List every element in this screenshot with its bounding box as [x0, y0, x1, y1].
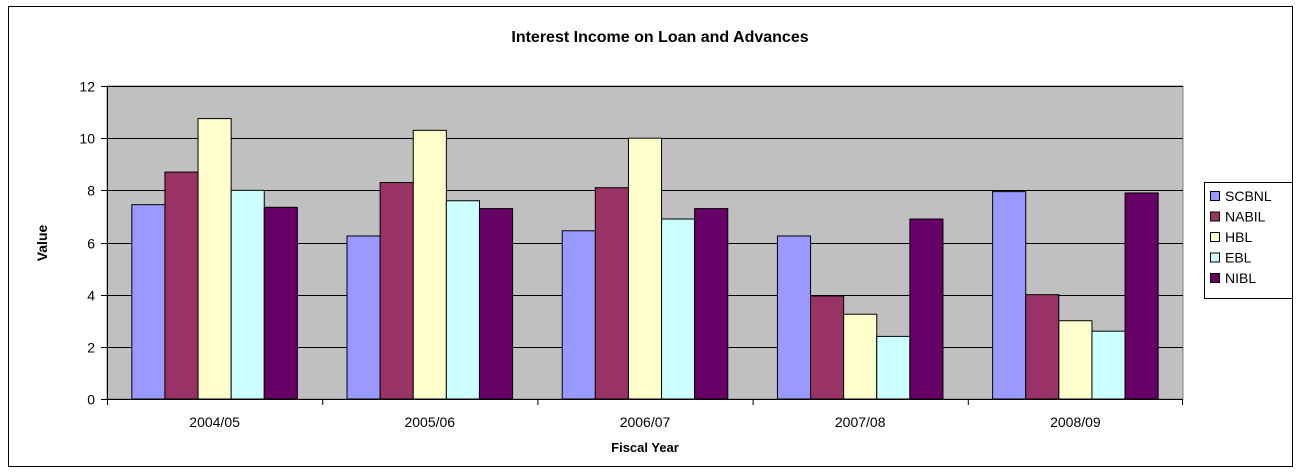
legend-swatch-hbl	[1210, 232, 1220, 242]
y-tick-label: 6	[87, 236, 95, 252]
bar-scbnl-2007-08	[776, 235, 812, 400]
bar-nibl-2004-05	[263, 206, 298, 400]
bar-scbnl-2006-07	[561, 230, 596, 400]
y-tick-label: 4	[87, 288, 95, 304]
bar-nabil-2006-07	[594, 187, 629, 400]
bar-nabil-2007-08	[810, 295, 845, 400]
x-tick-label: 2008/09	[1050, 414, 1101, 430]
legend-swatch-nibl	[1210, 273, 1220, 283]
x-tick-label: 2007/08	[835, 414, 886, 430]
bar-nibl-2005-06	[478, 208, 514, 400]
legend-label-nibl: NIBL	[1225, 270, 1256, 286]
bar-ebl-2008-09	[1091, 330, 1126, 400]
x-tick-label: 2005/06	[404, 414, 455, 430]
legend-label-hbl: HBL	[1225, 229, 1252, 245]
bar-nabil-2005-06	[379, 182, 414, 400]
legend-label-ebl: EBL	[1225, 250, 1252, 266]
x-tick-label: 2004/05	[189, 414, 240, 430]
legend-label-nabil: NABIL	[1225, 209, 1266, 225]
legend-swatch-scbnl	[1210, 191, 1220, 201]
bars	[131, 118, 1159, 400]
y-tick-label: 12	[79, 79, 95, 95]
bar-scbnl-2005-06	[346, 235, 381, 400]
bar-nibl-2006-07	[694, 208, 729, 400]
bar-nibl-2008-09	[1124, 192, 1159, 400]
bar-hbl-2007-08	[843, 313, 878, 400]
y-tick-label: 8	[87, 183, 95, 199]
bar-ebl-2007-08	[876, 335, 911, 400]
bar-hbl-2004-05	[197, 118, 232, 400]
chart-title: Interest Income on Loan and Advances	[511, 29, 808, 46]
y-tick-label: 10	[79, 131, 95, 147]
bar-nabil-2004-05	[164, 171, 199, 400]
legend: SCBNL NABIL HBL EBL NIBL	[1204, 182, 1293, 299]
legend-swatch-nabil	[1210, 211, 1220, 222]
bar-hbl-2006-07	[627, 137, 663, 400]
x-axis-label: Fiscal Year	[611, 440, 679, 455]
y-tick-label: 0	[87, 392, 95, 408]
bar-scbnl-2004-05	[131, 204, 166, 400]
bar-hbl-2008-09	[1058, 320, 1093, 400]
bar-ebl-2004-05	[230, 189, 265, 400]
bar-nabil-2008-09	[1025, 294, 1060, 400]
bar-scbnl-2008-09	[992, 191, 1027, 400]
x-tick-label: 2006/07	[620, 414, 671, 430]
y-tick-label: 2	[87, 340, 95, 356]
bar-ebl-2005-06	[445, 200, 480, 400]
legend-label-scbnl: SCBNL	[1225, 188, 1272, 204]
bar-nibl-2007-08	[909, 218, 944, 400]
y-axis: 0 2 4 6 8 10 12	[79, 79, 108, 408]
legend-swatch-ebl	[1210, 252, 1220, 263]
y-axis-label: Value	[34, 225, 50, 262]
bar-ebl-2006-07	[661, 218, 696, 400]
x-axis: 2004/05 2005/06 2006/07 2007/08 2008/09	[107, 399, 1183, 430]
bar-hbl-2005-06	[412, 129, 447, 400]
